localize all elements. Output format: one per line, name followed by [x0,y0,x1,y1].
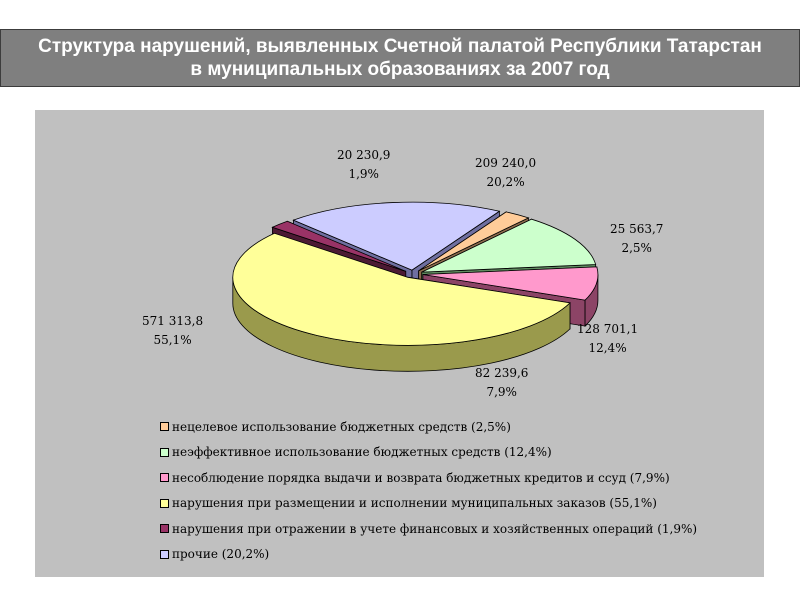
data-label-other: 209 240,0 20,2% [475,154,536,192]
pie-slice-inefficient [421,218,597,273]
data-label-loans: 82 239,6 7,9% [475,364,528,402]
chart-area: 209 240,0 20,2% 20 230,9 1,9% 25 563,7 2… [35,110,764,577]
data-label-loans-value: 82 239,6 [475,366,529,380]
data-label-misuse-value: 25 563,7 [610,222,664,236]
data-label-other-percent: 20,2% [486,175,525,189]
pie-slice-loans [422,266,599,301]
pie-slice-misuse [418,211,530,272]
legend-label: прочие (20,2%) [172,547,270,562]
legend-label: неэффективное использование бюджетных ср… [172,445,552,460]
legend-label: несоблюдение порядка выдачи и возврата б… [172,470,670,485]
data-label-inefficient: 128 701,1 12,4% [577,320,638,358]
legend-swatch [160,447,169,457]
data-label-procurement: 571 313,8 55,1% [142,312,203,350]
data-label-inefficient-value: 128 701,1 [577,322,639,336]
chart-legend: нецелевое использование бюджетных средст… [160,414,697,567]
title-banner: Структура нарушений, выявленных Счетной … [0,29,800,87]
legend-swatch [160,422,169,432]
data-label-procurement-value: 571 313,8 [142,314,204,328]
legend-item-other: прочие (20,2%) [160,542,697,568]
legend-swatch [160,549,169,559]
pie-slice-other [292,201,501,271]
legend-swatch [160,473,169,483]
legend-item-procurement: нарушения при размещении и исполнении му… [160,491,697,517]
pie-slice-procurement [232,232,571,346]
data-label-loans-percent: 7,9% [486,385,517,399]
legend-item-inefficient: неэффективное использование бюджетных ср… [160,440,697,466]
data-label-other-value: 209 240,0 [475,156,537,170]
legend-swatch [160,524,169,534]
pie-slice-accounting [271,220,406,272]
chart-title-line-1: Структура нарушений, выявленных Счетной … [38,36,762,57]
pie-chart [232,201,599,372]
data-label-misuse: 25 563,7 2,5% [610,220,663,258]
data-label-procurement-percent: 55,1% [153,333,192,347]
data-label-misuse-percent: 2,5% [621,241,652,255]
legend-label: нарушения при отражении в учете финансов… [172,521,698,536]
data-label-inefficient-percent: 12,4% [588,341,627,355]
legend-item-misuse: нецелевое использование бюджетных средст… [160,414,697,440]
legend-item-loans: несоблюдение порядка выдачи и возврата б… [160,465,697,491]
data-label-accounting-value: 20 230,9 [337,148,391,162]
chart-title-line-2: в муниципальных образованиях за 2007 год [190,59,610,80]
legend-label: нарушения при размещении и исполнении му… [172,496,657,511]
data-label-accounting-percent: 1,9% [348,167,379,181]
legend-label: нецелевое использование бюджетных средст… [172,419,511,434]
legend-item-accounting: нарушения при отражении в учете финансов… [160,516,697,542]
legend-swatch [160,498,169,508]
data-label-accounting: 20 230,9 1,9% [337,146,390,184]
